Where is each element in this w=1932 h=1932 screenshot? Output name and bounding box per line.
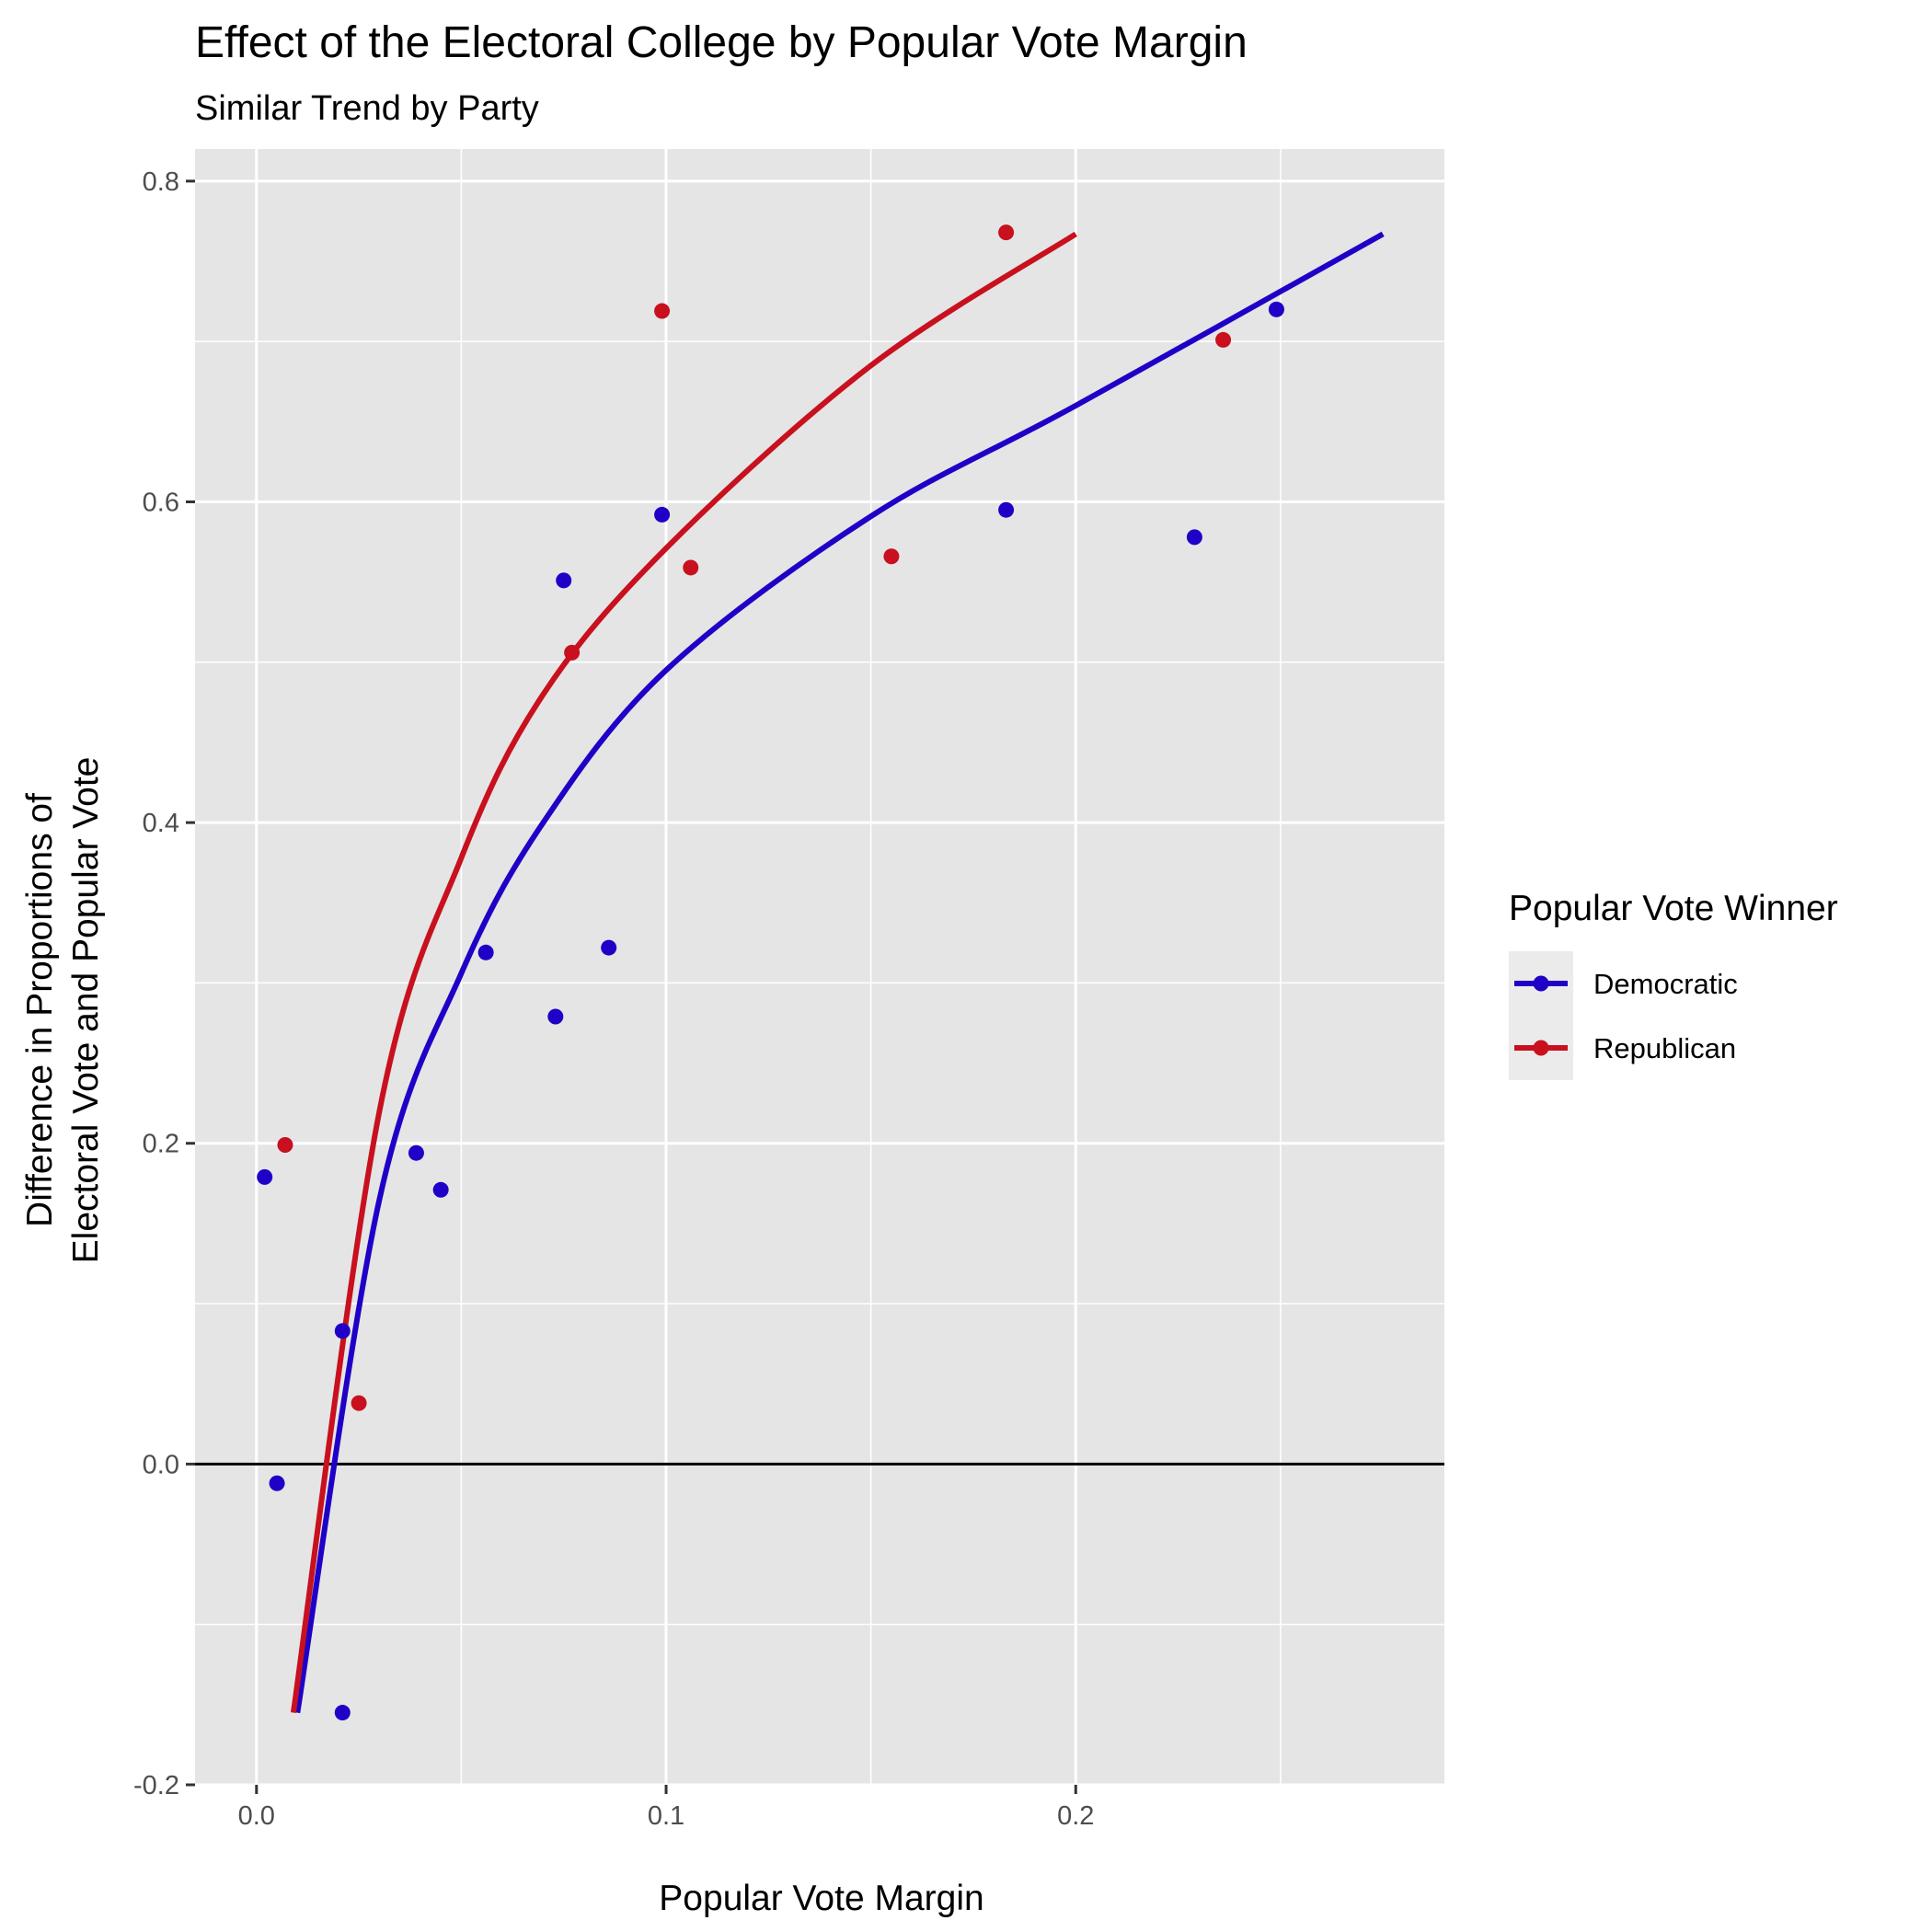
y-axis-title-line-2: Electoral Vote and Popular Vote xyxy=(66,757,106,1264)
legend-label-democratic: Democratic xyxy=(1593,968,1738,1000)
y-axis-title-line-1: Difference in Proportions of xyxy=(20,793,60,1227)
y-tick-label: 0.2 xyxy=(143,1130,179,1159)
y-tick-label: 0.0 xyxy=(143,1450,179,1479)
plot-panel xyxy=(195,149,1444,1785)
democratic-data-point xyxy=(556,572,572,589)
chart-title: Effect of the Electoral College by Popul… xyxy=(195,18,1248,67)
democratic-data-point xyxy=(334,1705,351,1721)
republican-data-point xyxy=(351,1395,367,1411)
x-tick-label: 0.2 xyxy=(1057,1801,1094,1831)
republican-data-point xyxy=(1215,331,1232,348)
democratic-data-point xyxy=(257,1168,273,1185)
y-tick-label: 0.4 xyxy=(143,809,179,838)
democratic-data-point xyxy=(432,1181,449,1198)
democratic-data-point xyxy=(477,944,494,960)
democratic-data-point xyxy=(547,1008,564,1025)
legend-point-democratic xyxy=(1533,975,1549,992)
republican-data-point xyxy=(564,644,581,661)
republican-trend-line xyxy=(290,231,1077,1714)
x-axis-title: Popular Vote Margin xyxy=(659,1879,983,1918)
legend-title: Popular Vote Winner xyxy=(1509,889,1838,928)
republican-data-point xyxy=(683,559,699,576)
republican-data-point xyxy=(277,1136,293,1153)
democratic-data-point xyxy=(998,501,1015,518)
x-tick-label: 0.1 xyxy=(648,1801,684,1831)
republican-data-point xyxy=(883,548,900,565)
y-tick-label: 0.8 xyxy=(143,167,179,197)
democratic-trend-line xyxy=(294,231,1385,1714)
democratic-data-point xyxy=(334,1323,351,1340)
legend-label-republican: Republican xyxy=(1593,1032,1736,1064)
democratic-data-point xyxy=(601,939,617,956)
democratic-data-point xyxy=(1186,529,1202,546)
legend-point-republican xyxy=(1533,1040,1549,1056)
x-tick-label: 0.0 xyxy=(238,1801,275,1831)
republican-data-point xyxy=(654,303,671,319)
democratic-data-point xyxy=(1268,301,1284,317)
democratic-data-point xyxy=(654,506,671,523)
democratic-data-point xyxy=(408,1144,424,1161)
democratic-data-point xyxy=(269,1475,285,1491)
y-tick-label: 0.6 xyxy=(143,488,179,517)
y-tick-label: -0.2 xyxy=(133,1771,179,1800)
republican-data-point xyxy=(998,224,1015,241)
chart-subtitle: Similar Trend by Party xyxy=(195,89,539,128)
